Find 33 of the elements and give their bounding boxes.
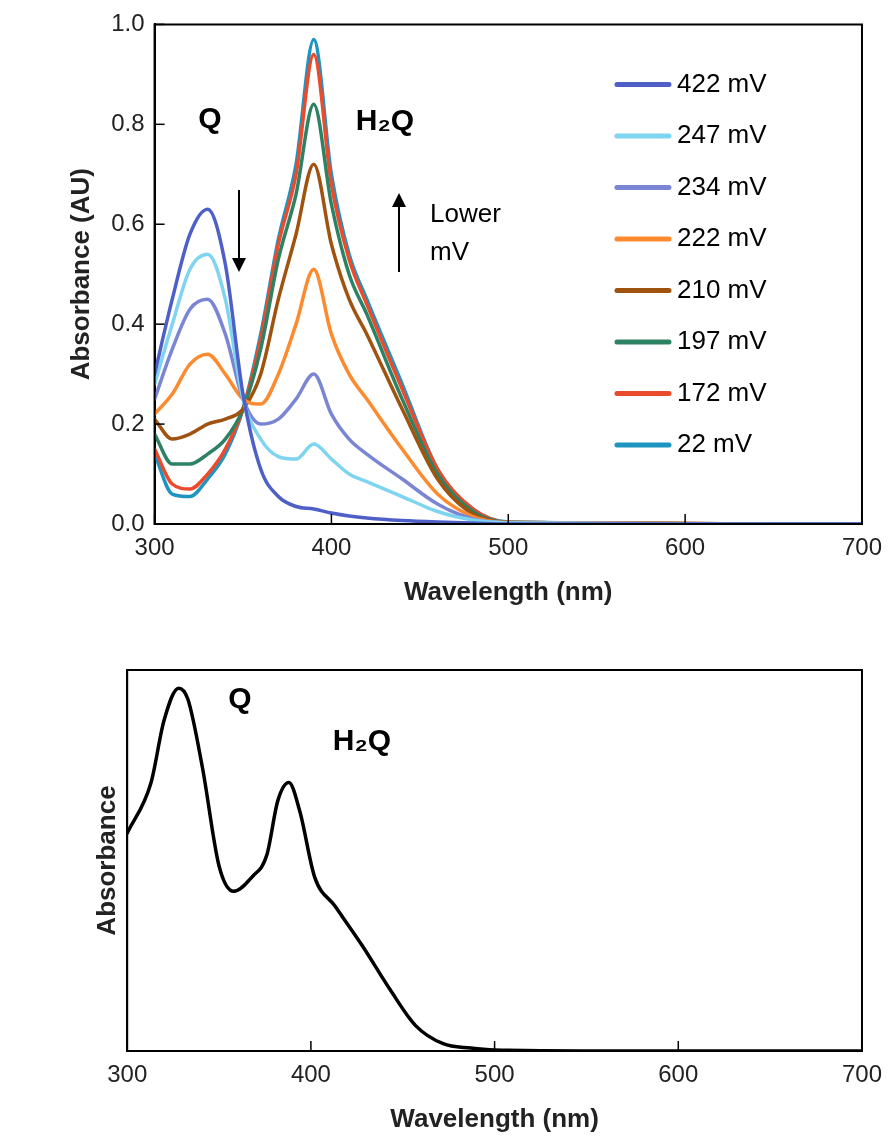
annotation: H₂Q [355, 103, 415, 136]
x-tick-label: 300 [107, 1060, 148, 1088]
y-axis-title: Absorbance (AU) [64, 168, 95, 381]
y-tick-label: 0.8 [111, 108, 145, 136]
legend-label: 22 mV [676, 428, 753, 459]
annotation: Q [198, 101, 222, 134]
y-tick-label: 0.4 [111, 308, 145, 336]
legend-label: 247 mV [676, 119, 768, 150]
x-tick-label: 600 [658, 1060, 699, 1088]
y-tick-label: 1.0 [111, 9, 145, 37]
x-tick-label: 700 [841, 1060, 882, 1088]
legend-label: 234 mV [676, 170, 768, 201]
annotation: Lower mV [430, 198, 502, 266]
legend-label: 172 mV [676, 376, 768, 407]
legend-label: 197 mV [676, 325, 768, 356]
x-tick-label: 700 [841, 533, 882, 561]
y-tick-label: 0.6 [111, 208, 145, 236]
annotation: H₂Q [332, 723, 392, 756]
y-axis-title: Absorbance [90, 785, 121, 936]
y-tick-label: 0.0 [111, 508, 145, 536]
x-tick-label: 400 [311, 533, 352, 561]
x-tick-label: 300 [134, 533, 175, 561]
annotation: Q [228, 681, 252, 714]
legend-label: 422 mV [676, 67, 768, 98]
x-axis-title: Wavelength (nm) [404, 575, 613, 606]
legend-label: 222 mV [676, 222, 768, 253]
x-tick-label: 600 [665, 533, 706, 561]
x-axis-title: Wavelength (nm) [390, 1102, 599, 1133]
y-tick-label: 0.2 [111, 408, 145, 436]
legend-label: 210 mV [676, 273, 768, 304]
x-tick-label: 500 [488, 533, 529, 561]
x-tick-label: 500 [474, 1060, 515, 1088]
x-tick-label: 400 [290, 1060, 331, 1088]
